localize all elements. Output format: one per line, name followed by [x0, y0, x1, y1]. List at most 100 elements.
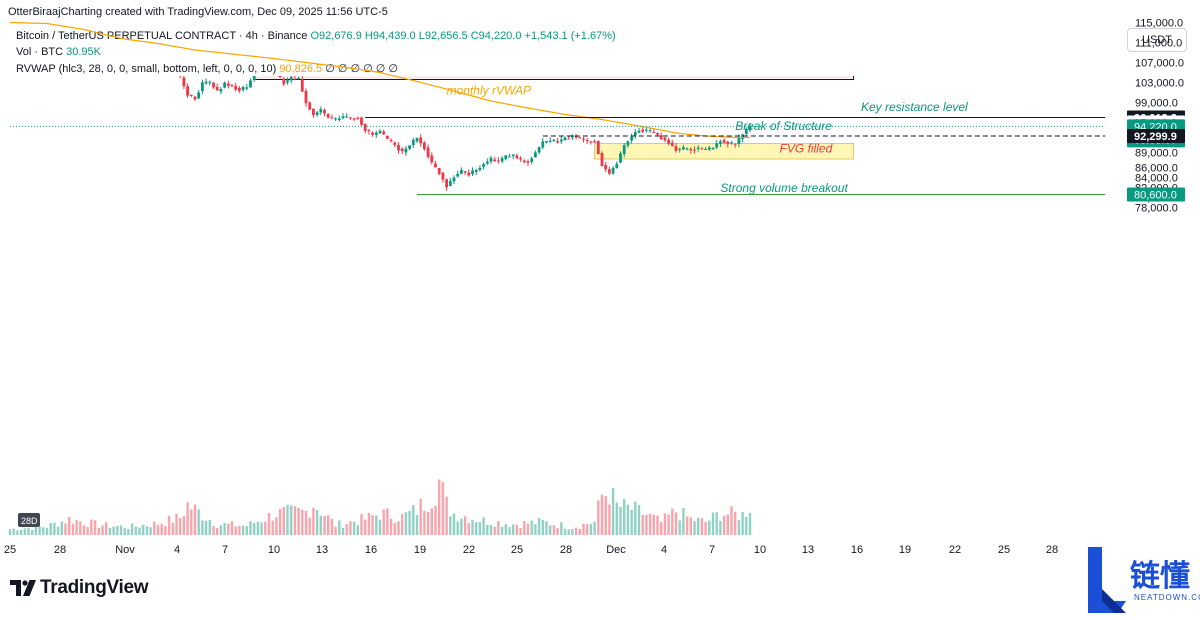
candle-body: [215, 87, 219, 91]
volume-bar: [722, 515, 726, 535]
rvwap-value: 90,826.5: [279, 63, 323, 75]
volume-bar: [275, 517, 278, 535]
candle-body: [471, 170, 474, 174]
candle-body: [367, 130, 371, 132]
candle-body: [72, 24, 75, 27]
candle-body: [120, 50, 123, 53]
volume-bar: [526, 523, 530, 535]
volume-bar: [715, 512, 718, 535]
time-tick-label: 4: [661, 544, 667, 556]
candle-body: [608, 169, 611, 174]
volume-bar: [53, 522, 56, 535]
candle-body: [219, 88, 223, 92]
candle-body: [515, 155, 519, 159]
price-tick-label: 103,000.0: [1135, 78, 1184, 90]
volume-bar: [523, 521, 526, 535]
candle-body: [511, 154, 515, 156]
volume-bar: [404, 512, 408, 535]
time-tick-label: 22: [949, 544, 961, 556]
volume-bar: [345, 524, 348, 535]
volume-bar: [515, 524, 519, 535]
candle-body: [245, 87, 249, 89]
candle-body: [460, 170, 463, 174]
volume-bar: [175, 513, 178, 535]
rvwap-label: RVWAP (hlc3, 28, 0, 0, small, bottom, le…: [16, 63, 277, 75]
volume-bar: [486, 524, 489, 535]
volume-bar: [212, 525, 215, 535]
volume-layer: [8, 479, 752, 535]
volume-bar: [23, 528, 26, 535]
candle-body: [541, 141, 545, 148]
volume-bar: [734, 511, 737, 535]
candle-body: [452, 177, 456, 182]
price-tick-label: 99,000.0: [1135, 98, 1178, 110]
volume-bar: [389, 518, 393, 535]
symbol-legend[interactable]: Bitcoin / TetherUS PERPETUAL CONTRACT · …: [16, 30, 616, 42]
volume-bar: [338, 520, 341, 535]
candle-body: [90, 35, 93, 41]
candle-body: [234, 86, 238, 90]
volume-bar: [153, 521, 156, 535]
candle-body: [197, 92, 201, 99]
price-tick-label: 111,000.0: [1135, 38, 1182, 50]
candle-body: [131, 46, 134, 47]
volume-bar: [245, 526, 248, 535]
candle-body: [689, 149, 693, 151]
candle-body: [393, 142, 397, 146]
tradingview-logo-text: TradingView: [40, 577, 149, 598]
volume-bar: [571, 529, 574, 535]
candle-body: [297, 78, 300, 80]
volume-bar: [186, 502, 189, 535]
volume-bar: [748, 512, 752, 535]
volume-bar: [430, 508, 433, 535]
candle-body: [112, 55, 115, 61]
volume-bar: [112, 526, 115, 535]
candle-body: [23, 34, 26, 36]
volume-bar: [671, 508, 674, 535]
volume-bar: [463, 516, 467, 535]
bars-back-badge-label: 28D: [21, 516, 38, 526]
candle-body: [419, 137, 423, 144]
time-tick-label: 19: [899, 544, 911, 556]
volume-legend[interactable]: Vol · BTC 30.95K: [16, 46, 101, 58]
candle-body: [186, 86, 189, 96]
candle-body: [726, 141, 730, 145]
candle-body: [260, 63, 263, 68]
tradingview-logo[interactable]: TradingView: [10, 577, 149, 599]
time-tick-label: 7: [709, 544, 715, 556]
candle-body: [160, 50, 163, 55]
volume-bar: [179, 518, 182, 535]
volume-bar: [593, 521, 596, 535]
candle-body: [352, 118, 356, 120]
candle-body: [341, 116, 345, 119]
annotation-label: FVG filled: [780, 142, 833, 156]
volume-bar: [467, 523, 470, 535]
time-tick-label: Nov: [115, 544, 135, 556]
candle-body: [157, 46, 160, 49]
candle-body: [574, 136, 578, 138]
candle-body: [189, 95, 193, 96]
candle-body: [116, 52, 119, 55]
candle-body: [641, 129, 645, 132]
time-tick-label: Dec: [606, 544, 626, 556]
candle-body: [719, 141, 722, 144]
currency-button[interactable]: USDT: [1127, 28, 1187, 52]
price-axis-badge: [1127, 129, 1185, 144]
volume-bar: [541, 519, 544, 535]
volume-bar: [49, 523, 52, 535]
candle-body: [286, 80, 289, 83]
candle-body: [707, 147, 711, 150]
candle-body: [330, 117, 334, 119]
volume-bar: [149, 527, 152, 535]
ohlc-values: O92,676.9 H94,439.0 L92,656.5 C94,220.0 …: [310, 30, 616, 42]
volume-bar: [278, 508, 282, 535]
volume-bar: [674, 512, 678, 535]
candle-body: [326, 113, 330, 118]
candle-body: [448, 181, 452, 186]
volume-bar: [667, 514, 670, 535]
volume-bar: [426, 511, 430, 535]
candle-body: [268, 67, 271, 71]
volume-bar: [45, 527, 49, 535]
volume-bar: [90, 519, 93, 535]
